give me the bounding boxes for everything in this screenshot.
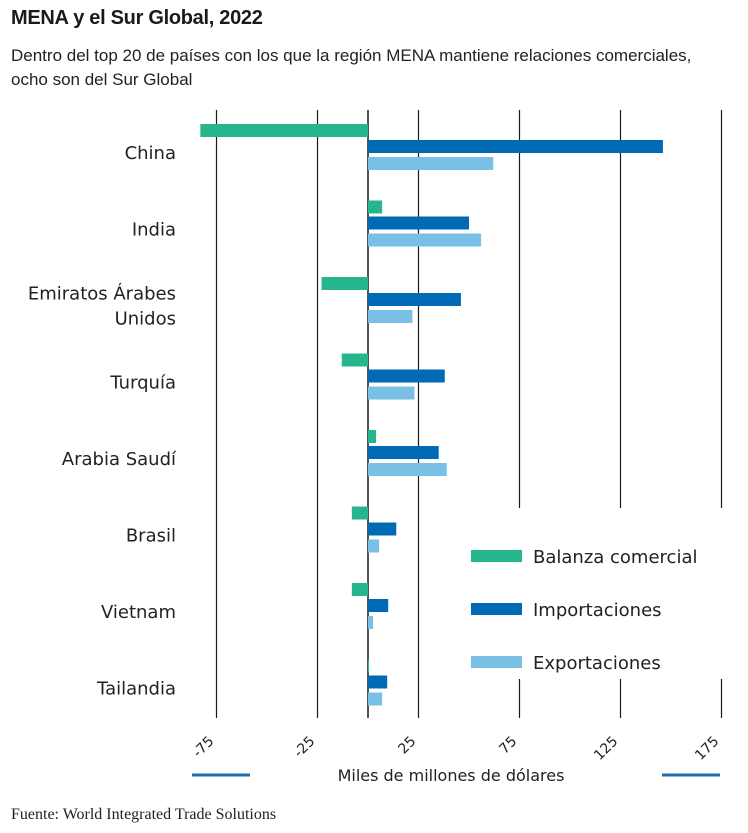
bar-exports: [368, 157, 494, 170]
category-label: Tailandia: [96, 679, 176, 700]
x-tick-label: 175: [692, 734, 722, 764]
chart-title: MENA y el Sur Global, 2022: [11, 7, 263, 29]
category-label: China: [125, 143, 176, 164]
legend-label-balance: Balanza comercial: [533, 547, 697, 568]
bar-balance: [200, 124, 368, 137]
bar-imports: [368, 216, 469, 230]
x-tick-label: -75: [190, 734, 217, 761]
category-label: Arabia Saudí: [62, 449, 177, 470]
category-label: India: [132, 220, 176, 241]
x-tick-label: 125: [591, 734, 621, 764]
bar-exports: [368, 386, 415, 400]
bar-exports: [368, 692, 383, 706]
category-label: Unidos: [115, 309, 176, 330]
bars: [200, 124, 663, 706]
legend-label-exports: Exportaciones: [533, 653, 661, 674]
category-label: Turquía: [109, 373, 176, 394]
bar-imports: [368, 369, 445, 383]
x-axis-title: Miles de millones de dólares: [338, 766, 565, 785]
bar-balance: [351, 506, 368, 520]
x-tick-label: -25: [291, 734, 318, 761]
legend-label-imports: Importaciones: [533, 600, 662, 621]
category-label: Brasil: [126, 526, 176, 547]
bar-balance: [351, 583, 368, 596]
legend-swatch-imports: [471, 603, 522, 615]
bar-balance: [341, 353, 368, 367]
bar-exports: [368, 233, 482, 247]
bar-exports: [368, 310, 413, 323]
legend-swatch-exports: [471, 656, 522, 668]
source-note: Fuente: World Integrated Trade Solutions: [11, 806, 277, 823]
bar-exports: [368, 539, 380, 553]
bar-balance: [321, 277, 368, 290]
bar-imports: [368, 675, 388, 689]
x-tick-label: 25: [395, 734, 419, 758]
bar-balance: [368, 659, 370, 673]
bar-exports: [368, 616, 374, 629]
category-label: Emiratos Árabes: [28, 283, 176, 305]
chart-subtitle: Dentro del top 20 de países con los que …: [11, 46, 692, 89]
legend: Balanza comercial Importaciones Exportacio…: [458, 508, 748, 679]
bar-balance: [368, 200, 383, 214]
legend-swatch-balance: [471, 550, 522, 562]
bar-imports: [368, 446, 439, 459]
bar-exports: [368, 463, 447, 476]
x-tick-label: 75: [496, 734, 520, 758]
bar-imports: [368, 140, 663, 153]
legend-background: [458, 508, 748, 679]
category-labels: China India Emiratos Árabes Unidos Turquía Ar…: [28, 143, 177, 700]
x-tick-labels: -75 -25 25 75 125 175: [190, 734, 722, 764]
bar-imports: [368, 522, 397, 536]
x-axis-title-group: Miles de millones de dólares: [192, 766, 720, 785]
bar-balance: [368, 430, 377, 443]
bar-imports: [368, 599, 389, 612]
category-label: Vietnam: [101, 602, 176, 623]
bar-imports: [368, 293, 461, 306]
